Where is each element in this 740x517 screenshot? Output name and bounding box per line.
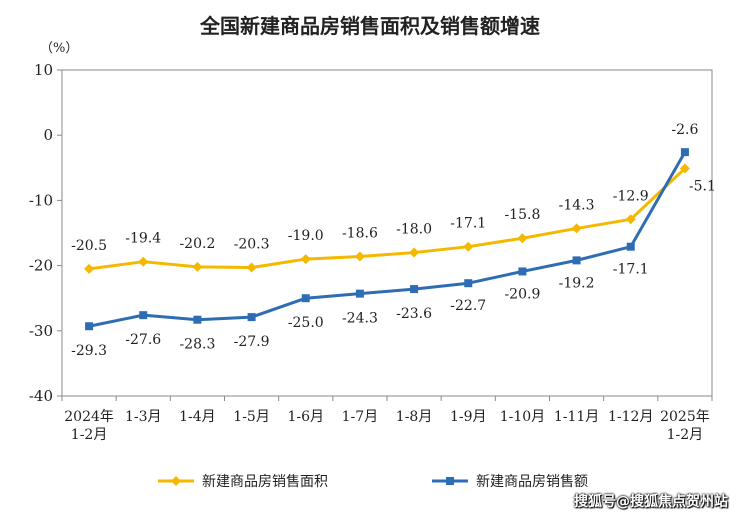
series-1: -29.3 -27.6 -28.3 -27.9 -25.0 -24.3 -23.6 -22.7… <box>71 122 698 359</box>
y-tick-label: -40 <box>29 387 53 405</box>
series-0: -20.5 -19.4 -20.2 -20.3 -19.0 -18.6 -18.0 -17.1… <box>71 163 716 274</box>
data-point <box>355 289 364 298</box>
data-label: -19.0 <box>288 228 324 244</box>
legend-marker <box>171 476 181 486</box>
x-tick-label: 1-9月 <box>450 409 487 425</box>
data-point <box>84 263 95 274</box>
data-label: -22.7 <box>450 298 486 314</box>
x-tick-label: 1-11月 <box>554 409 599 425</box>
data-point <box>463 241 474 252</box>
data-label: -28.3 <box>179 337 215 353</box>
x-tick-label: 1-3月 <box>125 409 162 425</box>
data-point <box>300 254 311 265</box>
data-label: -20.2 <box>179 236 215 252</box>
data-label: -17.1 <box>613 262 649 278</box>
legend-item-1: 新建商品房销售额 <box>432 474 588 490</box>
data-point <box>625 214 636 225</box>
x-axis: 2024年 1-2月 1-3月 1-4月 1-5月 1-6月 1-7月 1-8月 1-9月 1-1… <box>61 396 713 443</box>
data-point <box>464 279 473 288</box>
x-tick-label: 1-5月 <box>233 409 270 425</box>
data-point <box>193 315 202 324</box>
chart-title: 全国新建商品房销售面积及销售额增速 <box>200 14 540 38</box>
x-tick-label: 1-12月 <box>608 409 653 425</box>
y-axis: 10 0 -10 -20 -30 -40 （%） <box>29 41 79 405</box>
data-point <box>626 242 635 251</box>
legend-label: 新建商品房销售面积 <box>202 474 328 490</box>
data-label: -25.0 <box>288 315 324 331</box>
data-point <box>247 313 256 322</box>
data-label: -18.0 <box>396 222 432 238</box>
data-point <box>192 261 203 272</box>
data-label: -27.9 <box>234 334 270 350</box>
data-label: -24.3 <box>342 311 378 327</box>
series-line <box>88 151 687 328</box>
data-label: -2.6 <box>671 122 698 138</box>
data-label: -20.5 <box>71 238 107 254</box>
data-label: -18.6 <box>342 225 378 241</box>
data-label: -14.3 <box>559 197 595 213</box>
legend-marker <box>446 477 454 485</box>
y-tick-label: -30 <box>29 322 53 340</box>
data-label: -20.9 <box>504 286 540 302</box>
y-tick-label: -20 <box>29 257 53 275</box>
data-label: -15.8 <box>504 207 540 223</box>
data-point <box>571 223 582 234</box>
y-axis-label: （%） <box>40 41 78 56</box>
legend-item-0: 新建商品房销售面积 <box>158 474 328 490</box>
data-point <box>517 233 528 244</box>
data-label: -23.6 <box>396 306 432 322</box>
legend: 新建商品房销售面积 新建商品房销售额 <box>158 474 588 490</box>
y-tick-label: 10 <box>34 61 53 79</box>
data-point <box>518 267 527 276</box>
data-label: -19.2 <box>559 275 595 291</box>
data-point <box>138 256 149 267</box>
data-point <box>246 262 257 273</box>
data-point <box>139 311 148 320</box>
data-label: -29.3 <box>71 343 107 359</box>
data-point <box>680 148 689 157</box>
data-label: -17.1 <box>450 216 486 232</box>
data-point <box>85 322 94 331</box>
data-label: -19.4 <box>125 231 161 247</box>
y-tick-label: 0 <box>43 126 53 144</box>
data-point <box>572 256 581 265</box>
data-label: -20.3 <box>234 237 270 253</box>
legend-label: 新建商品房销售额 <box>476 474 588 490</box>
watermark-text: 搜狐号@搜狐焦点贺州站 <box>574 494 728 510</box>
data-label: -12.9 <box>613 188 649 204</box>
y-tick-label: -10 <box>29 191 53 209</box>
series-group: -20.5 -19.4 -20.2 -20.3 -19.0 -18.6 -18.0 -17.1… <box>71 122 716 359</box>
x-tick-label: 2025年 1-2月 <box>660 409 710 443</box>
data-label: -27.6 <box>125 332 161 348</box>
x-tick-label: 2024年 1-2月 <box>64 409 114 443</box>
x-tick-label: 1-10月 <box>500 409 545 425</box>
data-point <box>409 247 420 258</box>
x-tick-label: 1-7月 <box>342 409 379 425</box>
x-tick-label: 1-4月 <box>179 409 216 425</box>
data-point <box>410 285 419 294</box>
data-point <box>301 294 310 303</box>
data-label: -5.1 <box>689 178 716 194</box>
x-tick-label: 1-8月 <box>396 409 433 425</box>
data-point <box>679 163 690 174</box>
data-point <box>354 251 365 262</box>
series-line <box>88 167 686 271</box>
x-tick-label: 1-6月 <box>287 409 324 425</box>
